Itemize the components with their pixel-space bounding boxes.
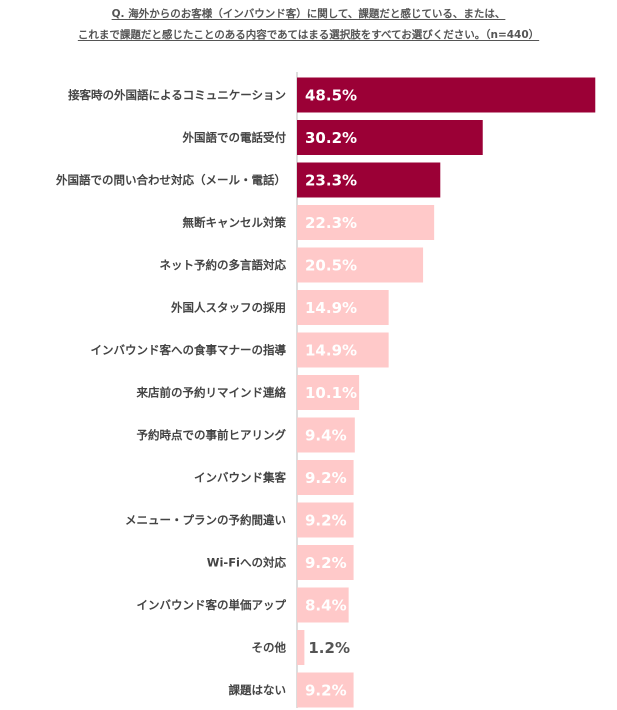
bar: [297, 162, 441, 198]
bar: [297, 247, 424, 283]
data-label: 30.2%: [305, 129, 357, 147]
data-label: 8.4%: [305, 597, 347, 615]
bar: [297, 417, 355, 453]
category-label: 接客時の外国語によるコミュニケーション: [68, 88, 286, 102]
data-label: 22.3%: [305, 214, 357, 232]
category-label: 予約時点での事前ヒアリング: [137, 428, 287, 442]
data-label: 9.2%: [305, 682, 347, 700]
bar: [297, 672, 354, 708]
data-label: 14.9%: [305, 299, 357, 317]
bar: [297, 460, 354, 495]
data-label: 9.2%: [305, 512, 347, 530]
data-label: 14.9%: [305, 342, 357, 360]
category-label: 外国語での電話受付: [182, 131, 287, 145]
category-label: ネット予約の多言語対応: [160, 258, 287, 272]
data-label: 9.2%: [305, 469, 347, 487]
question-text: Q. 海外からのお客様（インバウンド客）に関して、課題だと感じている、または、 …: [0, 4, 617, 46]
question-line-1: Q. 海外からのお客様（インバウンド客）に関して、課題だと感じている、または、: [111, 8, 506, 20]
category-label: インバウンド客への食事マナーの指導: [91, 343, 287, 357]
category-label: その他: [252, 641, 287, 655]
data-label: 1.2%: [308, 639, 350, 657]
bar: [297, 205, 435, 240]
category-label: 外国人スタッフの採用: [170, 301, 286, 315]
data-label: 48.5%: [305, 87, 357, 105]
data-label: 9.4%: [305, 427, 347, 445]
bar: [297, 332, 389, 368]
bar: [297, 630, 305, 665]
category-label: 課題はない: [229, 683, 287, 697]
category-label: 無断キャンセル対策: [183, 216, 287, 230]
category-label: 来店前の予約リマインド連絡: [136, 386, 287, 400]
data-label: 10.1%: [305, 384, 357, 402]
category-label: インバウンド客の単価アップ: [137, 598, 287, 612]
data-label: 9.2%: [305, 554, 347, 572]
bar: [297, 502, 354, 538]
bar: [297, 120, 483, 155]
data-label: 20.5%: [305, 257, 357, 275]
question-line-2: これまで課題だと感じたことのある内容であてはまる選択肢をすべてお選びください。（…: [77, 29, 540, 41]
category-label: メニュー・プランの予約間違い: [125, 513, 286, 527]
bar: [297, 290, 389, 325]
bar: [297, 545, 354, 580]
data-label: 23.3%: [305, 172, 357, 190]
category-label: インバウンド集客: [194, 471, 286, 485]
bar: [297, 587, 349, 623]
category-label: 外国語での問い合わせ対応（メール・電話）: [55, 173, 286, 187]
bar: [297, 77, 596, 113]
category-label: Wi-Fiへの対応: [207, 556, 287, 570]
bar: [297, 375, 360, 410]
